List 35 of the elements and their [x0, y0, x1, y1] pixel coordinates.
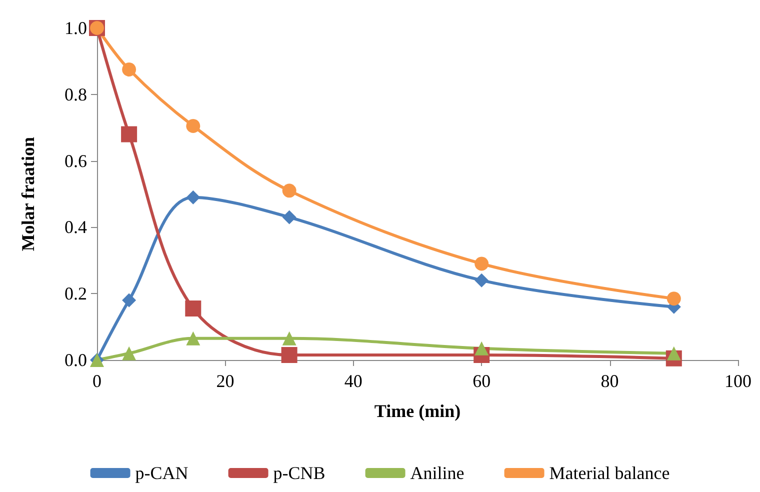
x-tick-label: 60: [472, 371, 491, 391]
y-axis-title: Molar fraation: [18, 136, 38, 252]
point: [474, 273, 489, 288]
y-tick-label: 0.8: [64, 84, 87, 104]
point: [186, 190, 200, 204]
x-tick-label: 80: [600, 371, 619, 391]
x-tick-label: 20: [216, 371, 234, 391]
point: [121, 126, 138, 142]
point: [666, 292, 681, 306]
point: [474, 256, 489, 271]
point: [474, 341, 489, 356]
x-tick-label: 100: [724, 371, 752, 391]
point: [186, 118, 200, 133]
point: [122, 346, 136, 360]
point: [666, 346, 681, 360]
legend-label: Material balance: [549, 463, 670, 483]
point: [122, 62, 136, 76]
y-tick-label: 1.0: [64, 18, 87, 38]
point: [282, 210, 296, 224]
point: [281, 347, 298, 364]
point: [282, 184, 296, 198]
y-tick-label: 0.0: [64, 350, 87, 370]
legend-label: p-CAN: [135, 463, 188, 483]
point: [186, 331, 200, 346]
y-tick-label: 0.4: [64, 217, 87, 238]
point: [122, 293, 136, 308]
point: [185, 300, 202, 317]
legend-label: Aniline: [410, 463, 464, 483]
point: [282, 331, 296, 346]
y-tick-label: 0.6: [64, 150, 87, 171]
x-axis-title: Time (min): [374, 401, 461, 421]
y-tick-label: 0.2: [64, 284, 87, 304]
x-tick-label: 40: [344, 371, 362, 391]
x-tick-label: 0: [92, 371, 102, 391]
legend-label: p-CNB: [273, 463, 326, 483]
